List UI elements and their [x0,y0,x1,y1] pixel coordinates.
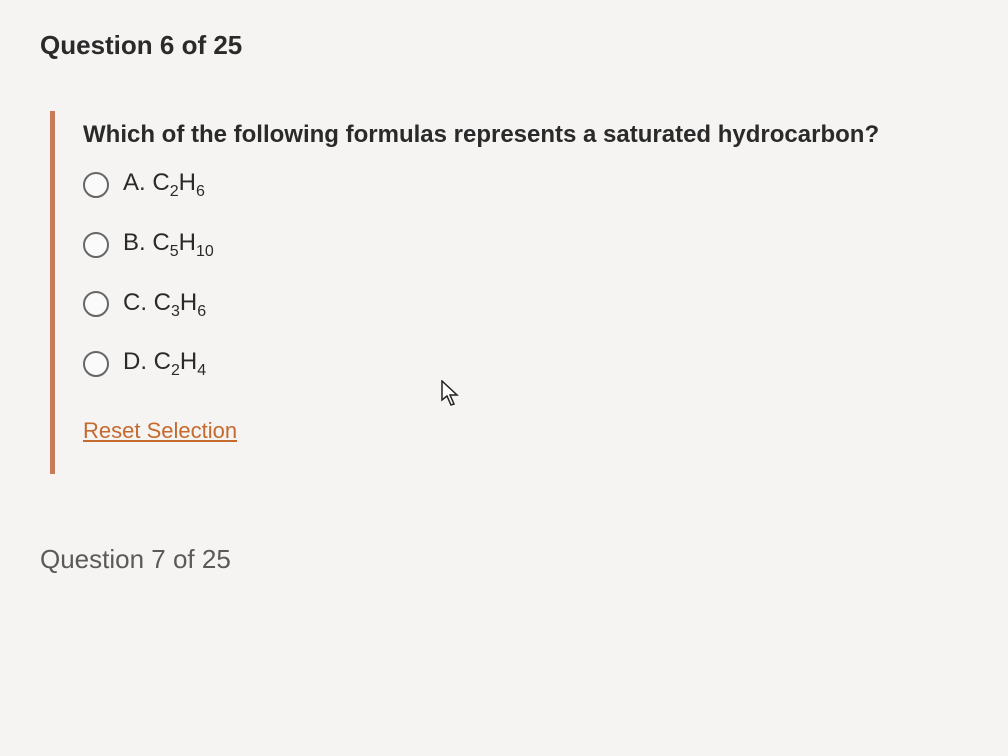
option-d-label: D. C2H4 [123,348,206,380]
radio-a[interactable] [83,172,109,198]
option-a-label: A. C2H6 [123,169,205,201]
next-question-header: Question 7 of 25 [40,544,968,575]
option-d[interactable]: D. C2H4 [83,348,968,380]
option-c-label: C. C3H6 [123,289,206,321]
radio-b[interactable] [83,232,109,258]
option-a[interactable]: A. C2H6 [83,169,968,201]
question-header: Question 6 of 25 [40,30,968,61]
option-b-label: B. C5H10 [123,229,214,261]
radio-d[interactable] [83,351,109,377]
radio-c[interactable] [83,291,109,317]
option-b[interactable]: B. C5H10 [83,229,968,261]
question-text: Which of the following formulas represen… [83,121,968,149]
option-c[interactable]: C. C3H6 [83,289,968,321]
reset-selection-link[interactable]: Reset Selection [83,418,237,444]
question-block: Which of the following formulas represen… [50,111,968,474]
